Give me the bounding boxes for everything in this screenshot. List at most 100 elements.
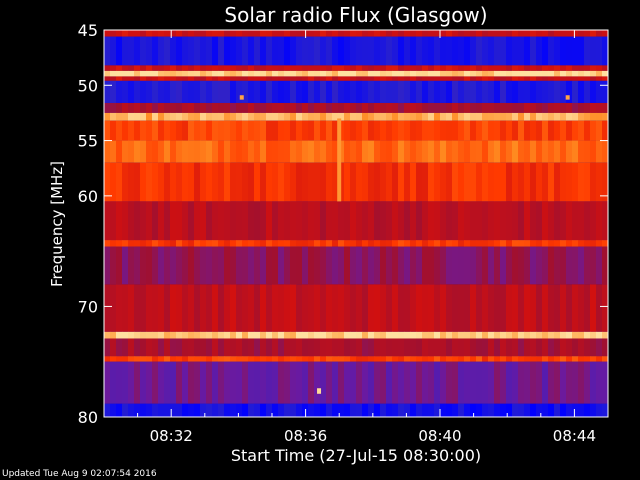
spectrogram-cell [206,65,213,71]
spectrogram-cell [572,356,579,362]
spectrogram-cell [284,65,291,71]
spectrogram-cell [284,36,291,66]
x-axis-label: Start Time (27-Jul-15 08:30:00) [231,446,481,465]
spectrogram-cell [194,112,201,121]
spectrogram-cell [170,112,177,121]
spectrogram-cell [566,112,573,121]
spectrogram-cell [560,331,567,339]
spectrogram-cell [506,361,513,404]
spectrogram-cell [494,356,501,362]
spectrogram-cell [248,284,255,332]
spectrogram-cell [446,76,453,81]
radio-burst [565,95,570,100]
spectrogram-cell [392,140,399,163]
spectrogram-cell [494,80,501,103]
spectrogram-cell [566,284,573,332]
spectrogram-cell [398,240,405,247]
spectrogram-cell [206,70,213,77]
spectrogram-cell [152,331,159,339]
spectrogram-cell [254,356,261,362]
spectrogram-cell [212,284,219,332]
spectrogram-cell [530,120,537,141]
spectrogram-cell [302,284,309,332]
spectrogram-cell [440,356,447,362]
spectrogram-cell [128,120,135,141]
spectrogram-cell [272,120,279,141]
spectrogram-cell [206,331,213,339]
spectrogram-cell [296,246,303,285]
spectrogram-cell [422,201,429,241]
spectrogram-cell [374,201,381,241]
spectrogram-cell [446,246,453,285]
spectrogram-cell [170,403,177,417]
spectrogram-cell [566,246,573,285]
spectrogram-cell [416,284,423,332]
spectrogram-cell [506,76,513,81]
spectrogram-cell [338,70,345,77]
spectrogram-cell [362,102,369,113]
spectrogram-cell [398,246,405,285]
y-axis-label: Frequency [MHz] [48,161,66,287]
spectrogram-cell [428,403,435,417]
spectrogram-cell [416,36,423,66]
spectrogram-cell [488,140,495,163]
spectrogram-cell [350,361,357,404]
spectrogram-cell [134,140,141,163]
spectrogram-cell [116,112,123,121]
spectrogram-cell [260,112,267,121]
spectrogram-cell [398,331,405,339]
spectrogram-cell [266,112,273,121]
spectrogram-cell [158,246,165,285]
spectrogram-cell [278,36,285,66]
spectrogram-cell [116,331,123,339]
spectrogram-cell [326,361,333,404]
spectrogram-cell [128,112,135,121]
spectrogram-cell [260,356,267,362]
spectrogram-cell [278,120,285,141]
spectrogram-cell [182,361,189,404]
spectrogram-cell [596,284,603,332]
spectrogram-cell [302,240,309,247]
spectrogram-cell [170,331,177,339]
spectrogram-cell [524,65,531,71]
spectrogram-cell [416,403,423,417]
spectrogram-cell [542,80,549,103]
spectrogram-cell [392,112,399,121]
spectrogram-cell [518,65,525,71]
spectrogram-cell [344,36,351,66]
spectrogram-cell [584,65,591,71]
spectrogram-cell [476,201,483,241]
spectrogram-cell [548,356,555,362]
spectrogram-cell [398,356,405,362]
y-tick-label: 50 [78,76,98,95]
spectrogram-cell [434,76,441,81]
spectrogram-cell [278,102,285,113]
spectrogram-cell [308,112,315,121]
spectrogram-cell [362,240,369,247]
spectrogram-cell [512,201,519,241]
spectrogram-cell [404,30,411,37]
spectrogram-cell [170,102,177,113]
spectrogram-cell [554,102,561,113]
spectrogram-cell [206,140,213,163]
x-tick-label: 08:40 [418,427,461,445]
spectrogram-cell [416,120,423,141]
spectrogram-cell [458,162,465,202]
spectrogram-cell [470,403,477,417]
spectrogram-cell [128,65,135,71]
spectrogram-cell [452,70,459,77]
spectrogram-cell [470,201,477,241]
spectrogram-cell [512,76,519,81]
spectrogram-cell [122,30,129,37]
spectrogram-cell [572,331,579,339]
spectrogram-cell [146,356,153,362]
spectrogram-cell [584,356,591,362]
frequency-band [104,246,609,285]
spectrogram-cell [428,30,435,37]
spectrogram-cell [242,80,249,103]
spectrogram-cell [416,331,423,339]
spectrogram-cell [476,338,483,357]
spectrogram-cell [464,112,471,121]
y-tick-label: 80 [78,408,98,427]
spectrogram-cell [434,162,441,202]
